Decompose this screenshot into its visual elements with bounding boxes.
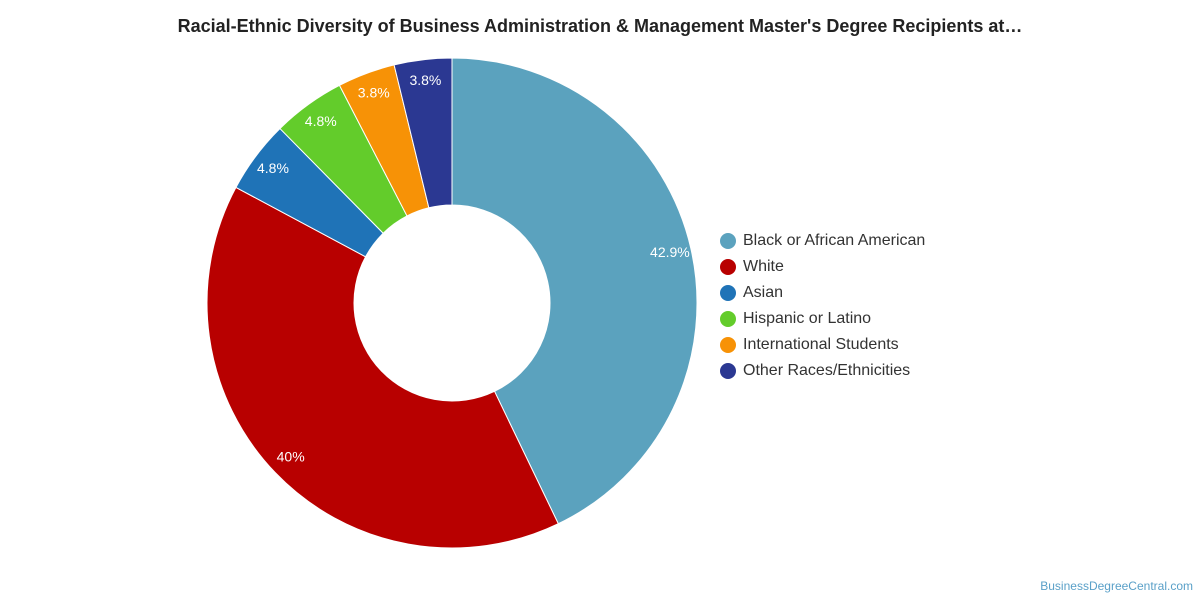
slice-label-other-races-ethnicities: 3.8% bbox=[409, 72, 441, 88]
legend-swatch bbox=[720, 233, 736, 249]
chart-title: Racial-Ethnic Diversity of Business Admi… bbox=[177, 16, 1023, 36]
legend-label: Black or African American bbox=[743, 232, 926, 249]
legend-item-other-races-ethnicities: Other Races/Ethnicities bbox=[720, 358, 925, 384]
legend-swatch bbox=[720, 311, 736, 327]
slice-label-hispanic-or-latino: 4.8% bbox=[305, 113, 337, 129]
legend-label: Other Races/Ethnicities bbox=[743, 362, 911, 379]
legend-label: White bbox=[743, 258, 784, 275]
pie-slice-white[interactable] bbox=[206, 186, 559, 549]
legend-item-black-or-african-american: Black or African American bbox=[720, 228, 925, 254]
legend-swatch bbox=[720, 337, 736, 353]
pie-slice-other-races-ethnicities[interactable] bbox=[393, 57, 453, 209]
legend-label: Asian bbox=[743, 284, 784, 301]
legend-item-hispanic-or-latino: Hispanic or Latino bbox=[720, 306, 925, 332]
legend-item-asian: Asian bbox=[720, 280, 925, 306]
legend-label: International Students bbox=[743, 336, 899, 353]
legend-swatch bbox=[720, 363, 736, 379]
slice-label-white: 40% bbox=[277, 448, 305, 464]
chart-legend: Black or African American White Asian Hi… bbox=[720, 228, 925, 384]
slice-label-asian: 4.8% bbox=[257, 160, 289, 176]
legend-swatch bbox=[720, 259, 736, 275]
legend-swatch bbox=[720, 285, 736, 301]
pie-slice-black-or-african-american[interactable] bbox=[451, 57, 698, 525]
legend-label: Hispanic or Latino bbox=[743, 310, 872, 327]
slice-label-international-students: 3.8% bbox=[358, 84, 390, 100]
legend-item-white: White bbox=[720, 254, 925, 280]
slice-label-black-or-african-american: 42.9% bbox=[650, 244, 690, 260]
source-credit[interactable]: BusinessDegreeCentral.com bbox=[1040, 579, 1193, 593]
legend-item-international-students: International Students bbox=[720, 332, 925, 358]
